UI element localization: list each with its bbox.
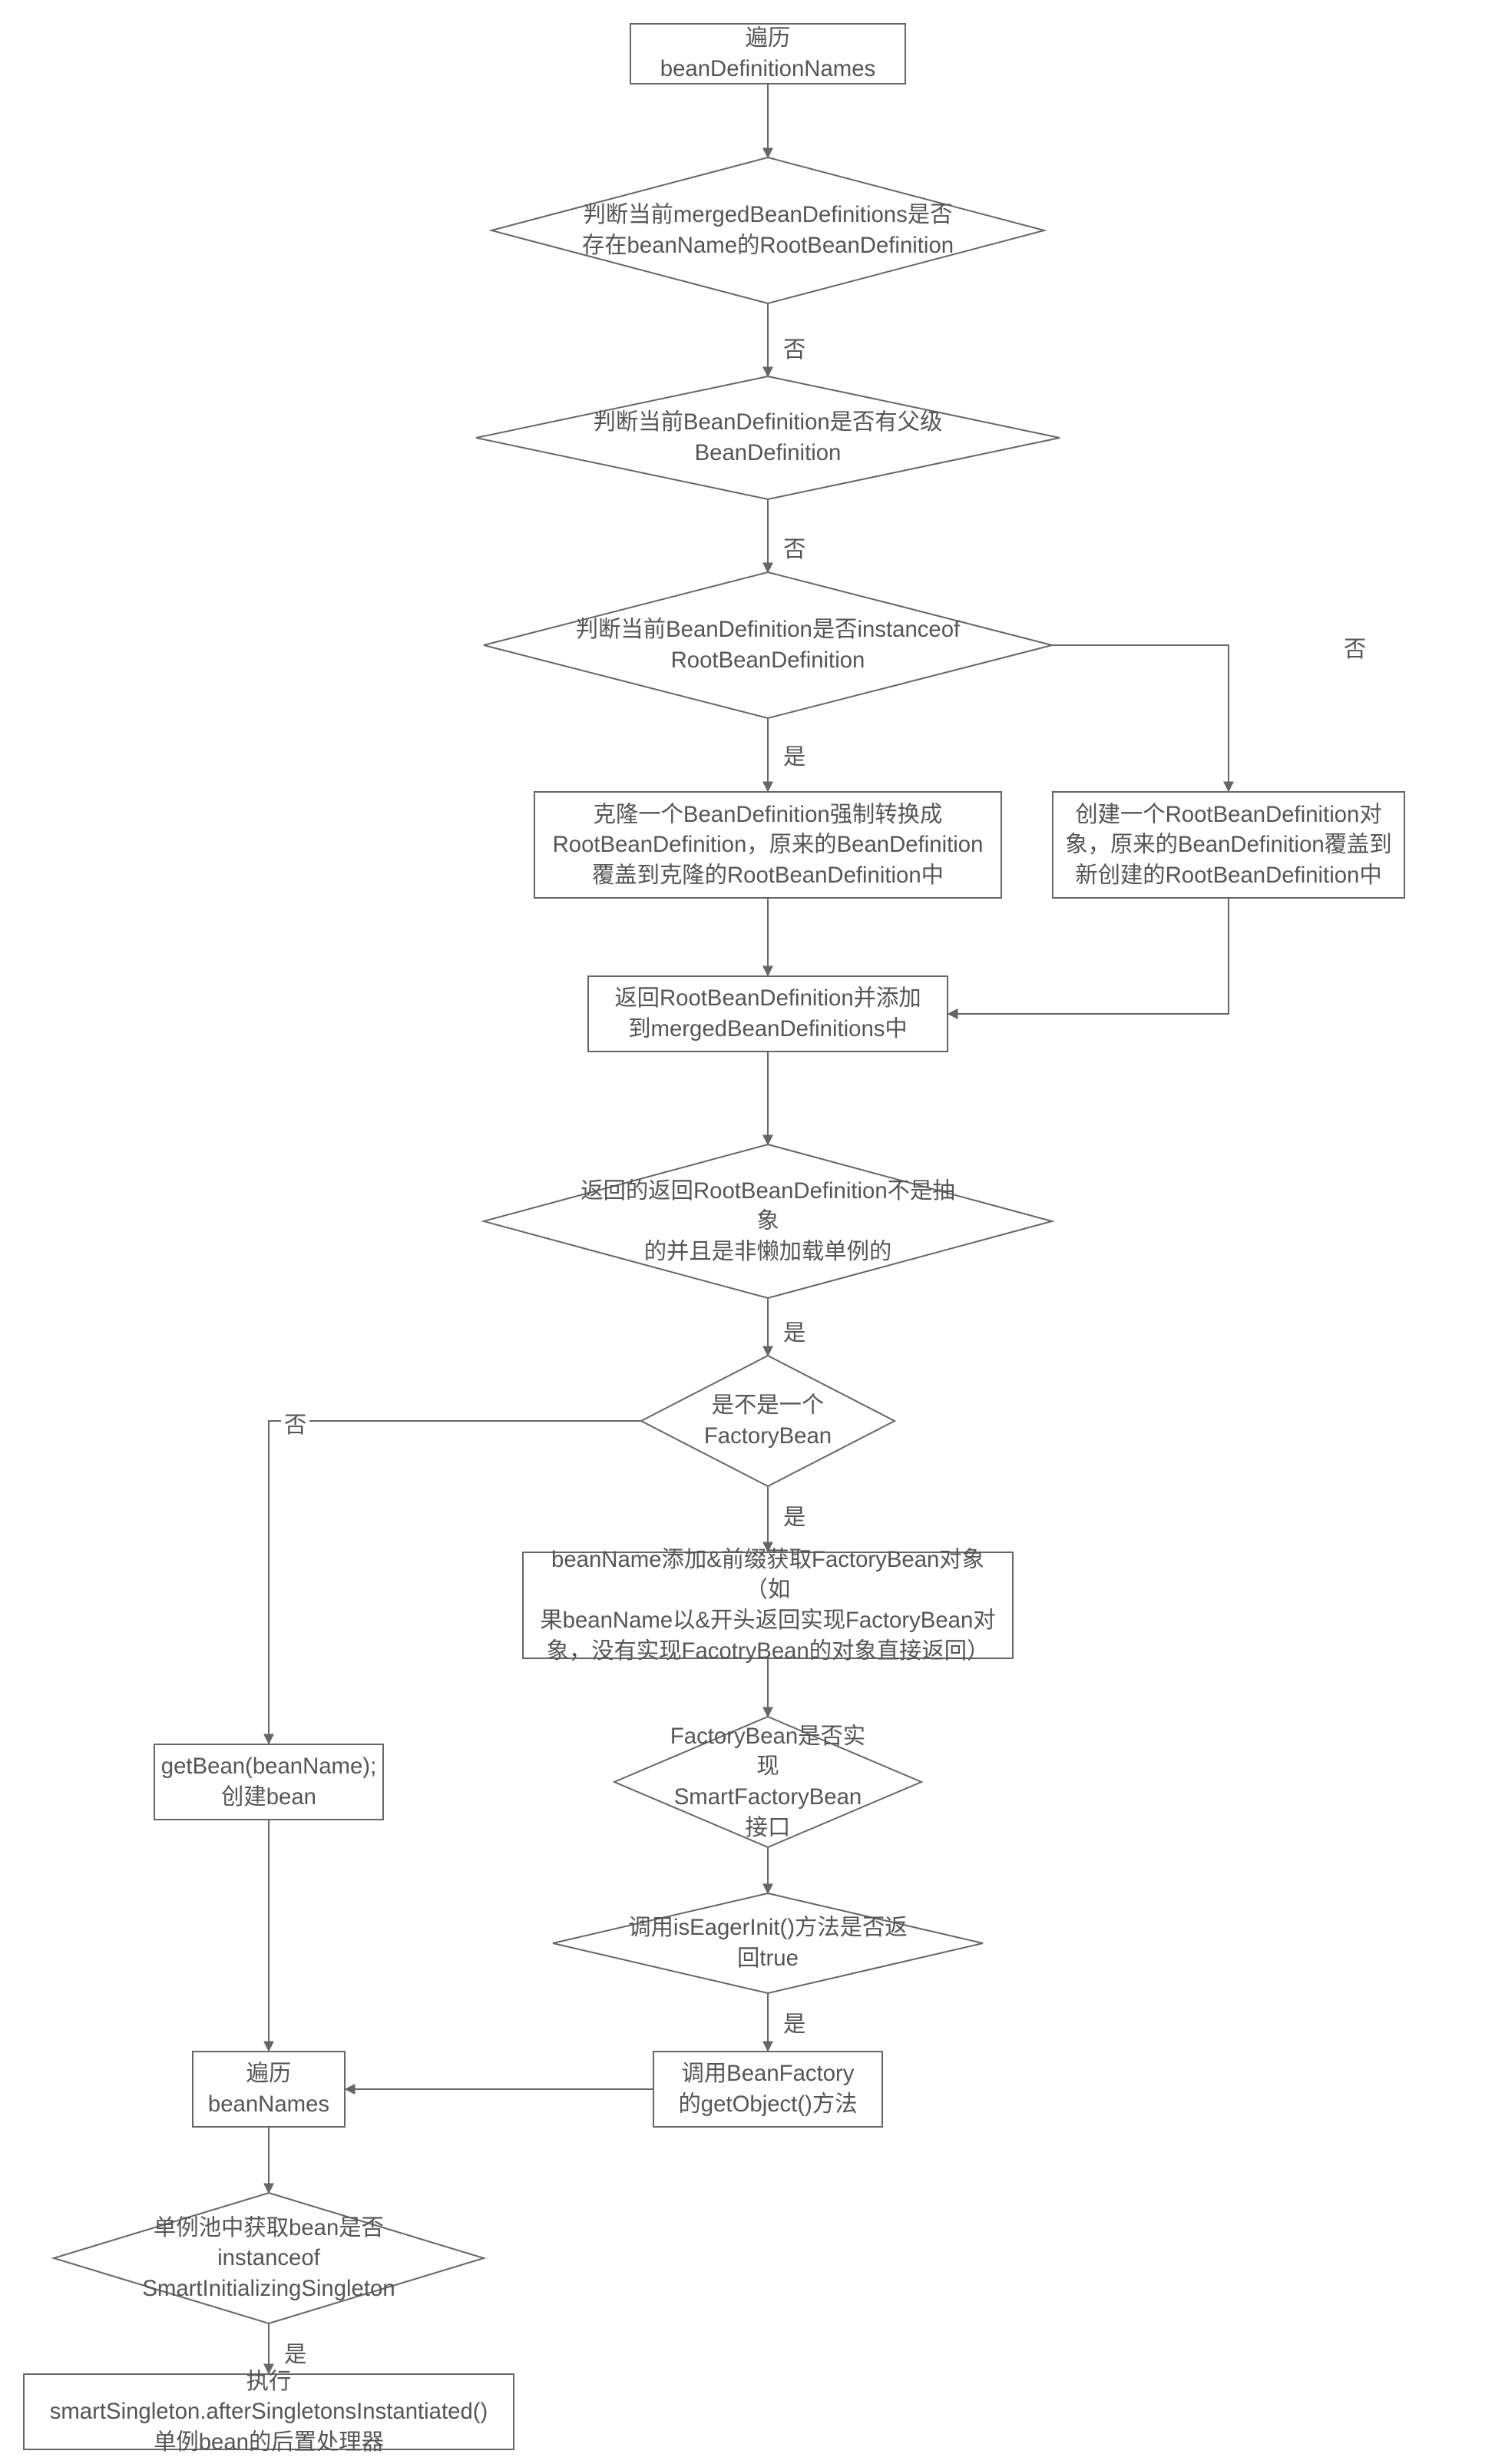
process-r3: 返回RootBeanDefinition并添加到mergedBeanDefini… <box>587 975 948 1052</box>
process-r4: beanName添加&前缀获取FactoryBean对象（如果beanName以… <box>522 1552 1014 1659</box>
process-r2: 创建一个RootBeanDefinition对象，原来的BeanDefiniti… <box>1052 791 1405 899</box>
process-r5: 调用BeanFactory的getObject()方法 <box>653 2051 883 2128</box>
edge-label: 是 <box>780 739 809 771</box>
decision-d6 <box>614 1717 921 1847</box>
decision-d7 <box>553 1893 983 1993</box>
process-r1: 克隆一个BeanDefinition强制转换成RootBeanDefinitio… <box>534 791 1002 899</box>
edge-label: 否 <box>281 1407 309 1439</box>
process-r6: getBean(beanName);创建bean <box>154 1744 384 1820</box>
decision-d2 <box>476 376 1060 499</box>
edge-label: 是 <box>780 1499 809 1532</box>
decision-d1 <box>491 157 1044 303</box>
node-text: 遍历beanNames <box>208 2058 329 2119</box>
node-text: getBean(beanName);创建bean <box>161 1751 376 1812</box>
edge-label: 否 <box>780 332 809 364</box>
edge-label: 是 <box>281 2336 309 2369</box>
edge-label: 否 <box>1341 631 1369 664</box>
edge-label: 否 <box>780 532 809 564</box>
node-text: 克隆一个BeanDefinition强制转换成RootBeanDefinitio… <box>553 800 984 891</box>
decision-d8 <box>54 2193 484 2323</box>
node-text: 执行smartSingleton.afterSingletonsInstanti… <box>32 2366 505 2458</box>
process-r7: 遍历beanNames <box>192 2051 346 2128</box>
edge-label: 是 <box>780 1315 809 1347</box>
process-r8: 执行smartSingleton.afterSingletonsInstanti… <box>23 2373 514 2450</box>
node-text: 创建一个RootBeanDefinition对象，原来的BeanDefiniti… <box>1065 800 1391 891</box>
node-text: 返回RootBeanDefinition并添加到mergedBeanDefini… <box>614 983 921 1044</box>
edge-label: 是 <box>780 2006 809 2038</box>
process-n1: 遍历beanDefinitionNames <box>630 23 906 84</box>
decision-d4 <box>484 1144 1052 1298</box>
node-text: 调用BeanFactory的getObject()方法 <box>678 2058 857 2119</box>
decision-d5 <box>641 1356 895 1486</box>
edge-r2-r3 <box>948 899 1229 1014</box>
node-text: 遍历beanDefinitionNames <box>639 23 897 84</box>
edge-d3-r2 <box>1052 645 1229 791</box>
node-text: beanName添加&前缀获取FactoryBean对象（如果beanName以… <box>531 1545 1004 1666</box>
decision-d3 <box>484 572 1052 718</box>
flowchart-canvas: 否否是否是是否是是遍历beanDefinitionNames判断当前merged… <box>0 0 1495 2464</box>
